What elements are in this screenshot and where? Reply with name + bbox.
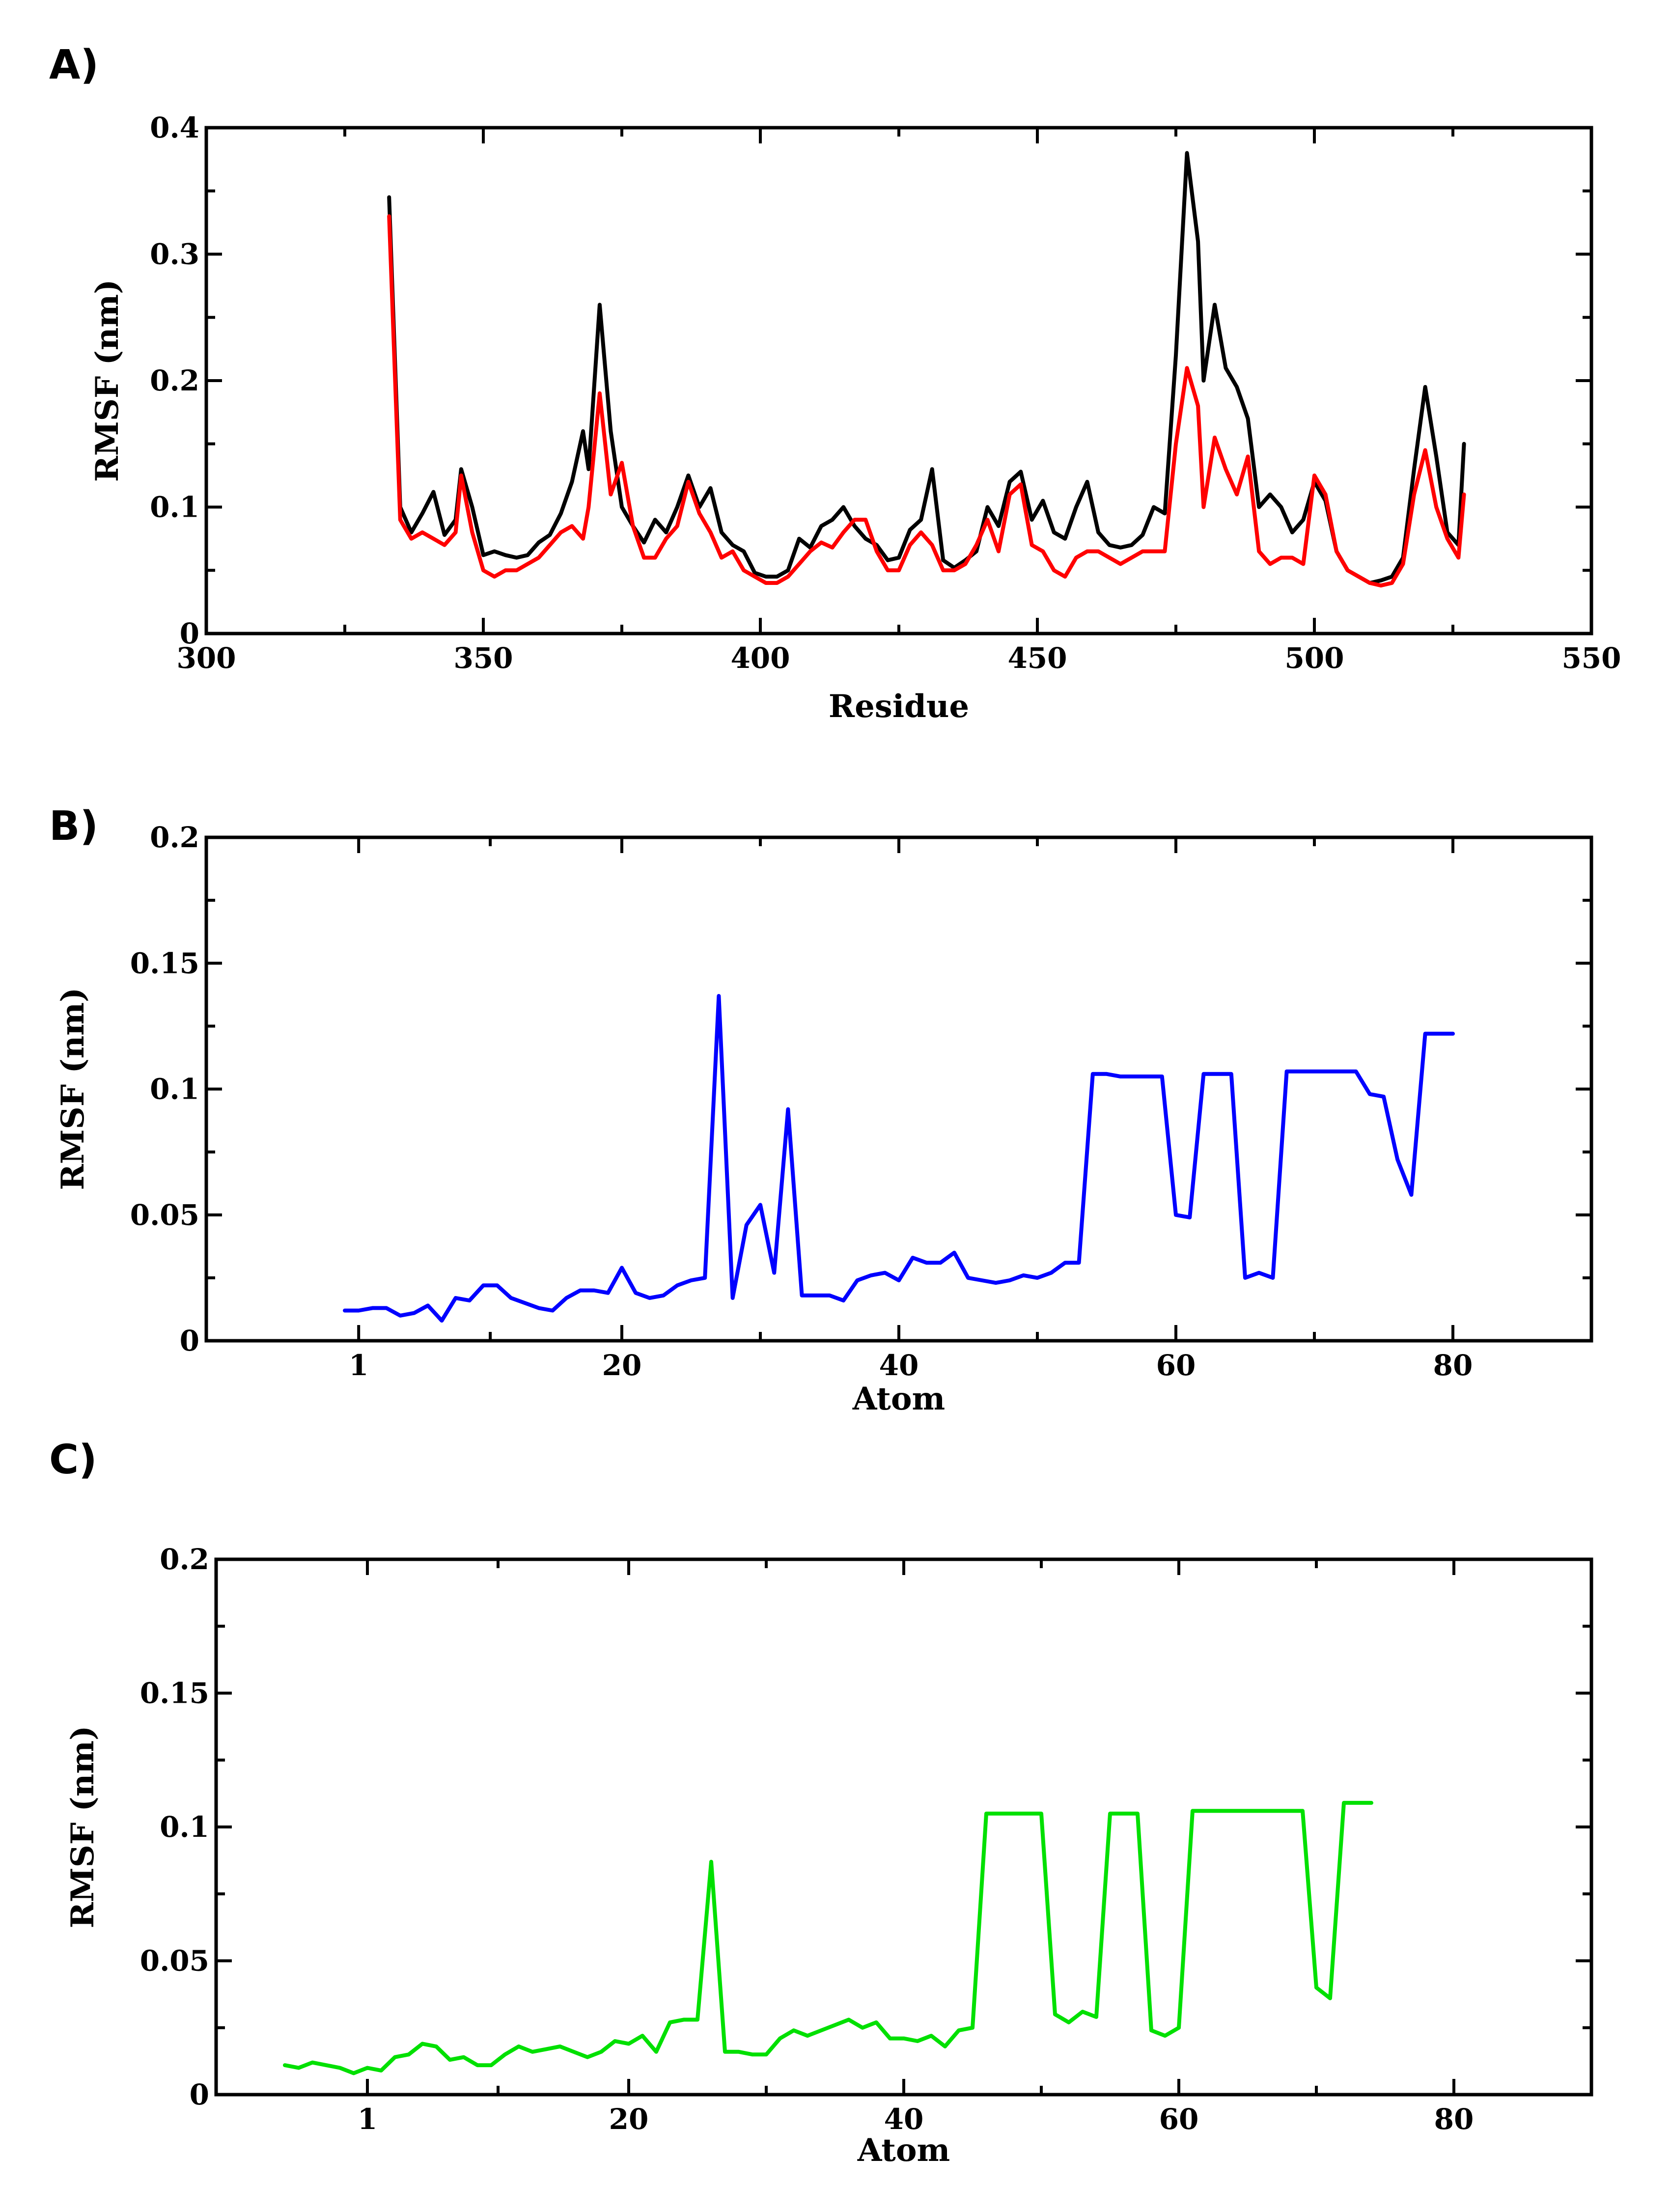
panel-b-y-tick-label: 0.05 — [130, 1198, 199, 1232]
panel-c-green-series-line — [283, 1800, 1373, 2075]
panel-b-lines — [343, 994, 1455, 1323]
panel-a-black-series-line — [387, 151, 1466, 585]
panel-c-y-tick-label: 0.2 — [160, 1543, 209, 1576]
panel-c-label: C) — [49, 1437, 97, 1483]
panel-b-y-tick-label: 0.15 — [130, 946, 199, 980]
panel-a: A) 300 350 400 450 500 550 0 0.1 0.2 0.3 0.4 Resid… — [49, 42, 1621, 725]
panel-a-lines — [387, 151, 1466, 588]
panel-a-x-tick-label: 450 — [1007, 641, 1067, 675]
panel-a-x-axis-title: Residue — [829, 688, 969, 725]
panel-c-x-tick-label: 80 — [1434, 2102, 1474, 2136]
panel-b-x-tick-label: 1 — [349, 1349, 368, 1382]
panel-a-label: A) — [49, 42, 99, 88]
panel-a-ticks: 300 350 400 450 500 550 0 0.1 0.2 0.3 0.4 — [150, 111, 1621, 675]
panel-a-x-tick-label: 550 — [1561, 641, 1621, 675]
panel-c: C) 1 20 40 60 80 0 0.05 0.1 0.15 0.2 Atom RMSF (n… — [49, 1437, 1593, 2169]
panel-c-x-tick-label: 60 — [1159, 2102, 1199, 2136]
panel-c-x-tick-label: 20 — [609, 2102, 649, 2136]
panel-c-x-tick-label: 1 — [358, 2102, 377, 2136]
panel-b-y-tick-label: 0 — [180, 1324, 199, 1357]
panel-a-x-tick-label: 500 — [1284, 641, 1344, 675]
panel-c-lines — [283, 1800, 1373, 2075]
panel-c-x-axis-title: Atom — [857, 2132, 950, 2169]
panel-c-y-tick-label: 0.05 — [140, 1944, 209, 1978]
panel-b-y-tick-label: 0.1 — [150, 1073, 199, 1106]
panel-a-x-tick-label: 400 — [730, 641, 790, 675]
panel-b-x-tick-label: 40 — [879, 1349, 919, 1382]
panel-a-y-tick-label: 0.2 — [150, 364, 199, 397]
panel-b-x-tick-label: 80 — [1433, 1349, 1473, 1382]
panel-c-y-tick-label: 0 — [190, 2078, 209, 2111]
panel-b-label: B) — [49, 803, 98, 850]
panel-a-red-series-line — [387, 214, 1466, 588]
panel-a-y-tick-label: 0.4 — [150, 111, 199, 144]
panel-a-x-tick-label: 350 — [453, 641, 513, 675]
panel-b-y-tick-label: 0.2 — [150, 821, 199, 854]
panel-a-x-tick-label: 300 — [176, 641, 236, 675]
panel-a-y-tick-label: 0.1 — [150, 491, 199, 524]
panel-c-ticks: 1 20 40 60 80 0 0.05 0.1 0.15 0.2 — [140, 1543, 1591, 2136]
panel-b-x-axis-title: Atom — [852, 1381, 946, 1417]
panel-b-y-axis-title: RMSF (nm) — [55, 988, 91, 1190]
panel-c-y-tick-label: 0.1 — [160, 1810, 209, 1844]
panel-b-ticks: 1 20 40 60 80 0 0.05 0.1 0.15 0.2 — [130, 821, 1591, 1382]
panel-b-x-tick-label: 60 — [1156, 1349, 1196, 1382]
panel-b-x-tick-label: 20 — [602, 1349, 642, 1382]
panel-c-y-axis-title: RMSF (nm) — [64, 1726, 101, 1929]
panel-a-y-tick-label: 0.3 — [150, 238, 199, 271]
panel-c-x-tick-label: 40 — [884, 2102, 924, 2136]
panel-a-y-axis-title: RMSF (nm) — [89, 279, 126, 482]
panel-a-y-tick-label: 0 — [180, 617, 199, 650]
panel-b: B) 1 20 40 60 80 0 0.05 0.1 0.15 0.2 Atom RMSF (n… — [49, 803, 1593, 1417]
panel-c-y-tick-label: 0.15 — [140, 1677, 209, 1710]
panel-b-blue-series-line — [343, 994, 1455, 1323]
